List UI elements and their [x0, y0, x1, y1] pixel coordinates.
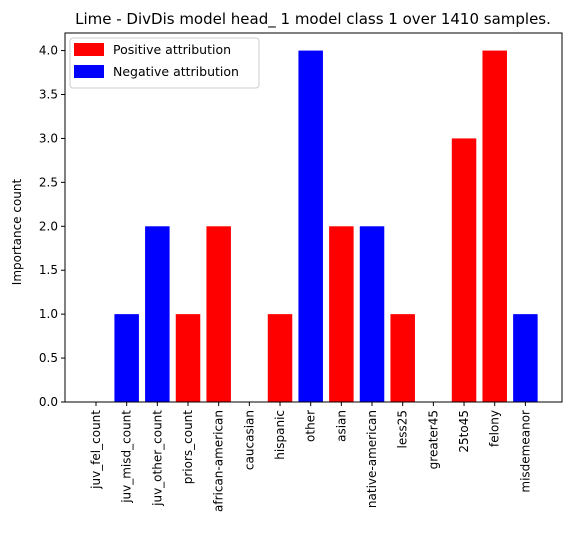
x-tick-label-felony: felony	[488, 410, 502, 447]
legend-label-negative: Negative attribution	[113, 64, 239, 79]
x-tick-label-juv_misd_count: juv_misd_count	[120, 410, 134, 504]
x-tick-label-caucasian: caucasian	[242, 410, 256, 470]
x-tick-label-25to45: 25to45	[457, 410, 471, 453]
x-tick-label-other: other	[304, 410, 318, 442]
legend-box	[69, 37, 260, 89]
x-tick-label-juv_fel_count: juv_fel_count	[89, 410, 103, 490]
x-tick-label-greater45: greater45	[426, 410, 440, 469]
y-tick-label: 0.5	[39, 351, 58, 365]
x-tick-label-african-american: african-american	[212, 410, 226, 512]
legend-swatch-negative	[74, 65, 104, 78]
legend-swatch-positive	[74, 43, 104, 56]
legend-label-positive: Positive attribution	[113, 42, 231, 57]
bar-hispanic	[267, 314, 293, 402]
bar-african-american	[206, 226, 231, 402]
x-tick-label-native-american: native-american	[365, 410, 379, 508]
x-tick-label-priors_count: priors_count	[181, 410, 195, 485]
bar-25to45	[451, 138, 477, 402]
bar-juv_other_count	[145, 226, 170, 402]
x-tick-label-asian: asian	[334, 410, 348, 442]
bar-other	[298, 50, 323, 402]
chart-title: Lime - DivDis model head_ 1 model class …	[75, 10, 551, 29]
bars-group	[114, 50, 538, 402]
bar-native-american	[359, 226, 385, 402]
bar-priors_count	[175, 314, 201, 402]
x-tick-label-hispanic: hispanic	[273, 410, 287, 460]
y-axis: 0.0 0.5 1.0 1.5 2.0 2.5 3.0 3.5 4.0	[39, 44, 65, 409]
y-tick-label: 3.5	[39, 88, 58, 102]
bar-juv_misd_count	[114, 314, 139, 402]
y-tick-label: 3.0	[39, 131, 58, 145]
x-tick-label-misdemeanor: misdemeanor	[518, 410, 532, 493]
bar-misdemeanor	[513, 314, 538, 402]
bar-asian	[329, 226, 354, 402]
y-tick-label: 2.0	[39, 219, 58, 233]
y-tick-label: 4.0	[39, 44, 58, 58]
y-axis-label: Importance count	[10, 178, 24, 285]
y-tick-label: 2.5	[39, 175, 58, 189]
bar-felony	[482, 50, 507, 402]
y-tick-label: 1.5	[39, 263, 58, 277]
x-axis: juv_fel_count juv_misd_count juv_other_cou…	[89, 402, 532, 512]
x-tick-label-juv_other_count: juv_other_count	[150, 410, 164, 507]
x-tick-label-less25: less25	[396, 410, 410, 449]
bar-less25	[390, 314, 415, 402]
y-tick-label: 0.0	[39, 395, 58, 409]
y-tick-label: 1.0	[39, 307, 58, 321]
legend: Positive attribution Negative attribution	[69, 37, 260, 89]
plot-frame	[64, 32, 563, 403]
